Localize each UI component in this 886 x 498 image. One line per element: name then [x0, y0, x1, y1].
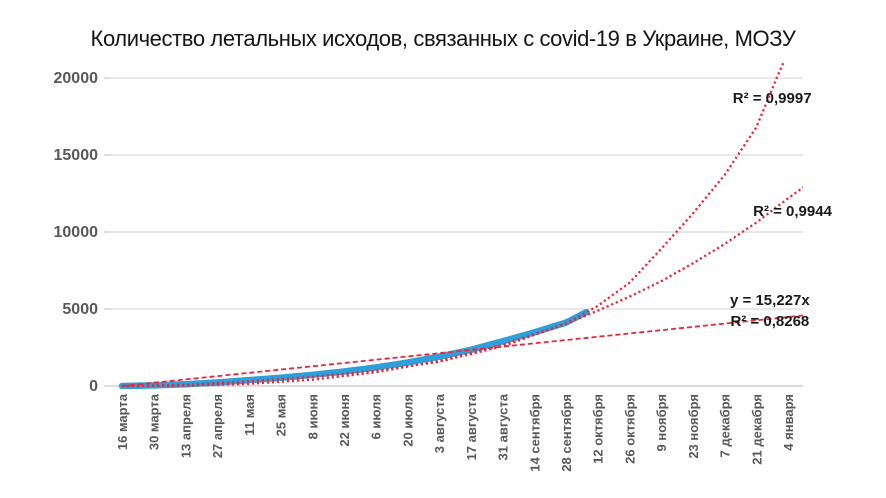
x-tick-label: 7 декабря — [718, 394, 733, 457]
x-tick-label: 16 марта — [115, 393, 130, 450]
x-tick-label: 11 мая — [242, 394, 257, 436]
chart-title: Количество летальных исходов, связанных … — [90, 26, 796, 51]
series-trend-linear — [121, 314, 803, 387]
series-trend-polynomial — [121, 186, 803, 388]
trendline-annotation: R² = 0,9944 — [753, 203, 832, 220]
x-tick-label: 13 апреля — [178, 394, 193, 458]
x-tick-label: 17 августа — [464, 393, 479, 460]
series-actual-deaths — [118, 308, 590, 389]
x-tick-label: 3 августа — [432, 393, 447, 453]
x-tick-label: 21 декабря — [749, 394, 764, 465]
x-tick-label: 9 ноября — [654, 394, 669, 451]
x-tick-label: 4 января — [781, 394, 796, 451]
trendline-annotation: R² = 0,9997 — [733, 90, 812, 107]
x-tick-label: 8 июня — [305, 394, 320, 439]
x-tick-label: 23 ноября — [686, 394, 701, 459]
x-tick-label: 12 октября — [591, 394, 606, 464]
x-tick-label: 27 апреля — [210, 394, 225, 458]
trendline-annotation: y = 15,227x — [730, 292, 810, 309]
x-tick-label: 30 марта — [147, 393, 162, 450]
y-tick-label: 0 — [89, 378, 98, 395]
y-tick-label: 5000 — [62, 301, 98, 318]
x-tick-label: 6 июля — [369, 394, 384, 439]
series-trend-exponential — [121, 62, 785, 388]
x-tick-label: 20 июля — [400, 394, 415, 447]
x-tick-label: 28 сентября — [559, 394, 574, 472]
x-tick-label: 14 сентября — [527, 394, 542, 472]
series-group — [118, 62, 803, 389]
y-tick-label: 10000 — [54, 224, 99, 241]
x-tick-label: 22 июня — [337, 394, 352, 447]
y-tick-label: 20000 — [54, 70, 99, 87]
y-tick-label: 15000 — [54, 147, 99, 164]
trendline-annotation: R² = 0,8268 — [730, 313, 809, 330]
x-tick-label: 31 августа — [496, 393, 511, 460]
x-tick-label: 26 октября — [622, 394, 637, 464]
x-tick-label: 25 мая — [274, 394, 289, 436]
